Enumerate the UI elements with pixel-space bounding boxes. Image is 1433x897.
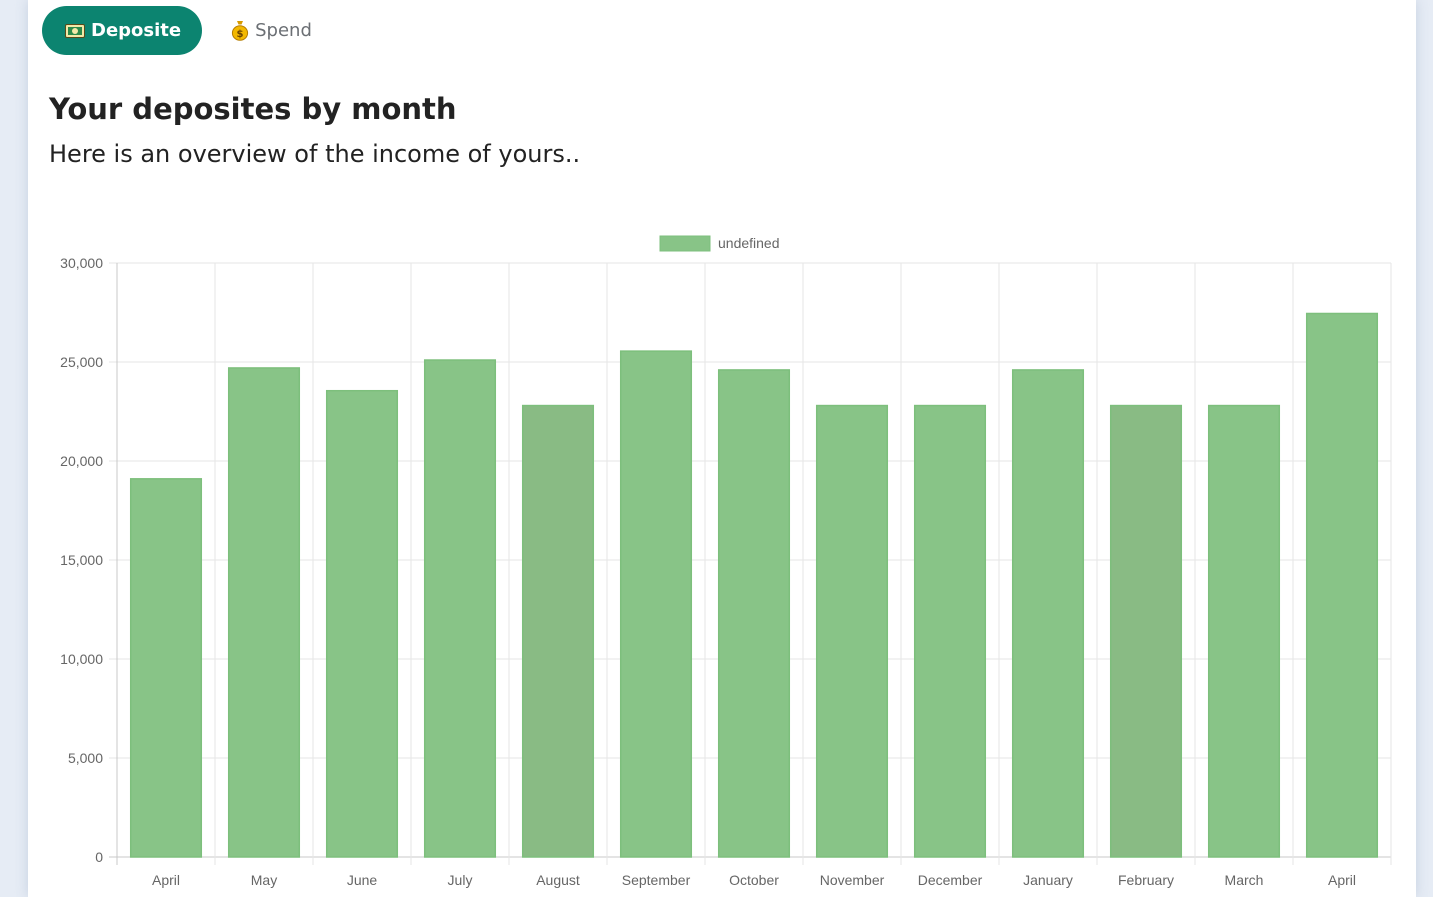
bar[interactable] [227, 367, 301, 858]
y-tick-label: 10,000 [60, 651, 103, 667]
tab-spend[interactable]: $ Spend [202, 6, 312, 55]
page-subtitle: Here is an overview of the income of you… [49, 140, 581, 168]
x-tick-label: April [1328, 872, 1356, 888]
x-tick-label: October [729, 872, 779, 888]
page-title: Your deposites by month [49, 92, 457, 126]
y-tick-label: 25,000 [60, 354, 103, 370]
y-tick-label: 5,000 [68, 750, 103, 766]
deposit-card: Deposite $ Spend Your deposites by month… [28, 0, 1416, 897]
y-tick-label: 15,000 [60, 552, 103, 568]
bar[interactable] [521, 404, 595, 858]
tab-spend-label: Spend [255, 20, 312, 41]
x-tick-label: March [1225, 872, 1264, 888]
bar[interactable] [423, 359, 497, 858]
x-tick-label: June [347, 872, 378, 888]
bar[interactable] [619, 350, 693, 858]
bar[interactable] [815, 404, 889, 858]
y-tick-label: 30,000 [60, 255, 103, 271]
bar[interactable] [129, 478, 203, 858]
tab-deposite-label: Deposite [91, 20, 182, 41]
bar[interactable] [717, 369, 791, 858]
x-tick-label: January [1023, 872, 1073, 888]
bar[interactable] [913, 404, 987, 858]
legend-label: undefined [718, 235, 780, 251]
y-tick-label: 0 [95, 849, 103, 865]
svg-text:$: $ [237, 29, 244, 40]
x-tick-label: December [918, 872, 983, 888]
chart-legend[interactable]: undefined [659, 235, 780, 252]
y-tick-label: 20,000 [60, 453, 103, 469]
bar[interactable] [1305, 312, 1379, 858]
x-tick-label: July [448, 872, 473, 888]
bar[interactable] [325, 389, 399, 858]
x-tick-label: November [820, 872, 885, 888]
tab-deposite[interactable]: Deposite [42, 6, 203, 55]
bar[interactable] [1011, 369, 1085, 858]
tab-bar: Deposite $ Spend [42, 6, 312, 55]
deposits-bar-chart: 0 5,000 10,000 15,000 20,000 25,000 30,000 Apri… [60, 235, 1392, 888]
money-bag-icon: $ [231, 20, 249, 41]
x-tick-label: April [152, 872, 180, 888]
bar[interactable] [1109, 404, 1183, 858]
x-tick-label: September [622, 872, 691, 888]
x-tick-label: August [536, 872, 580, 888]
bar[interactable] [1207, 404, 1281, 858]
x-tick-label: May [251, 872, 277, 888]
money-bill-icon [65, 23, 85, 38]
legend-swatch [659, 235, 711, 252]
x-tick-label: February [1118, 872, 1174, 888]
